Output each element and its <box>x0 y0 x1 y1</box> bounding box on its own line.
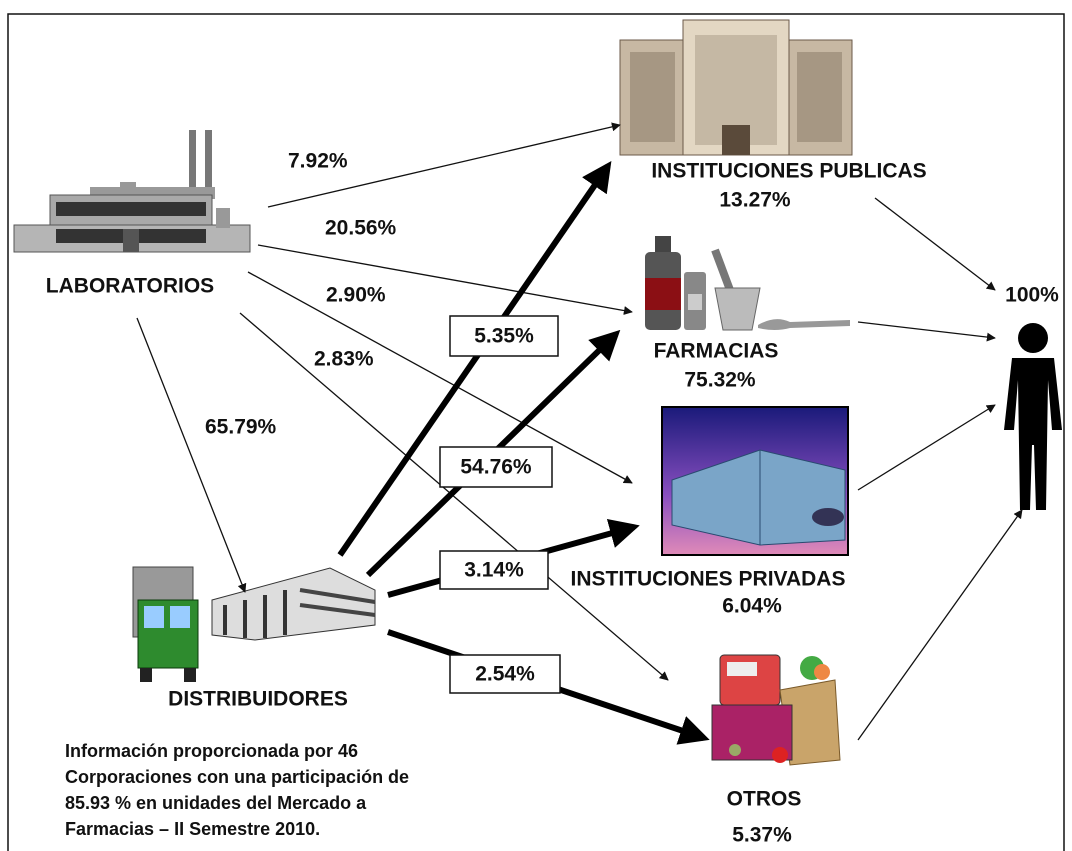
flow-label: 5.35% <box>474 325 534 348</box>
flow-label: 20.56% <box>325 217 397 240</box>
flow-label: 2.90% <box>326 284 386 307</box>
node-share: 13.27% <box>719 189 791 212</box>
distributor-icon <box>133 567 375 682</box>
flow-arrow <box>858 322 995 338</box>
node-label: FARMACIAS <box>654 340 779 363</box>
note-line: Información proporcionada por 46 <box>65 741 358 761</box>
diagram: 7.92% 20.56% 2.90% 2.83% 65.79% 5.35% 54… <box>0 0 1072 851</box>
node-share: 6.04% <box>722 595 782 618</box>
node-label: INSTITUCIONES PUBLICAS <box>651 160 926 183</box>
pharmacy-icon <box>645 236 850 330</box>
factory-icon <box>14 130 250 252</box>
flow-label: 54.76% <box>460 456 532 479</box>
person-icon <box>1004 323 1062 510</box>
flow-arrow <box>137 318 245 592</box>
flow-label: 7.92% <box>288 150 348 173</box>
note-line: 85.93 % en unidades del Mercado a <box>65 793 367 813</box>
node-label: OTROS <box>727 788 802 811</box>
flow-arrow <box>875 198 995 290</box>
flow-arrow <box>858 405 995 490</box>
node-label: DISTRIBUIDORES <box>168 688 348 711</box>
flow-label: 3.14% <box>464 559 524 582</box>
flow-label: 2.54% <box>475 663 535 686</box>
frame <box>8 14 1064 851</box>
flow-arrow <box>858 510 1022 740</box>
store-icon <box>712 655 840 765</box>
note-line: Farmacias – II Semestre 2010. <box>65 819 320 839</box>
flow-arrow <box>258 245 632 312</box>
node-share: 75.32% <box>684 369 756 392</box>
flow-label: 2.83% <box>314 348 374 371</box>
note-line: Corporaciones con una participación de <box>65 767 409 787</box>
node-label: INSTITUCIONES PRIVADAS <box>571 568 846 591</box>
flow-label: 65.79% <box>205 416 277 439</box>
node-share: 5.37% <box>732 824 792 847</box>
building-icon <box>620 20 852 155</box>
node-label: LABORATORIOS <box>46 275 214 298</box>
consumer-share: 100% <box>1005 284 1059 307</box>
hospital-icon <box>662 407 848 555</box>
